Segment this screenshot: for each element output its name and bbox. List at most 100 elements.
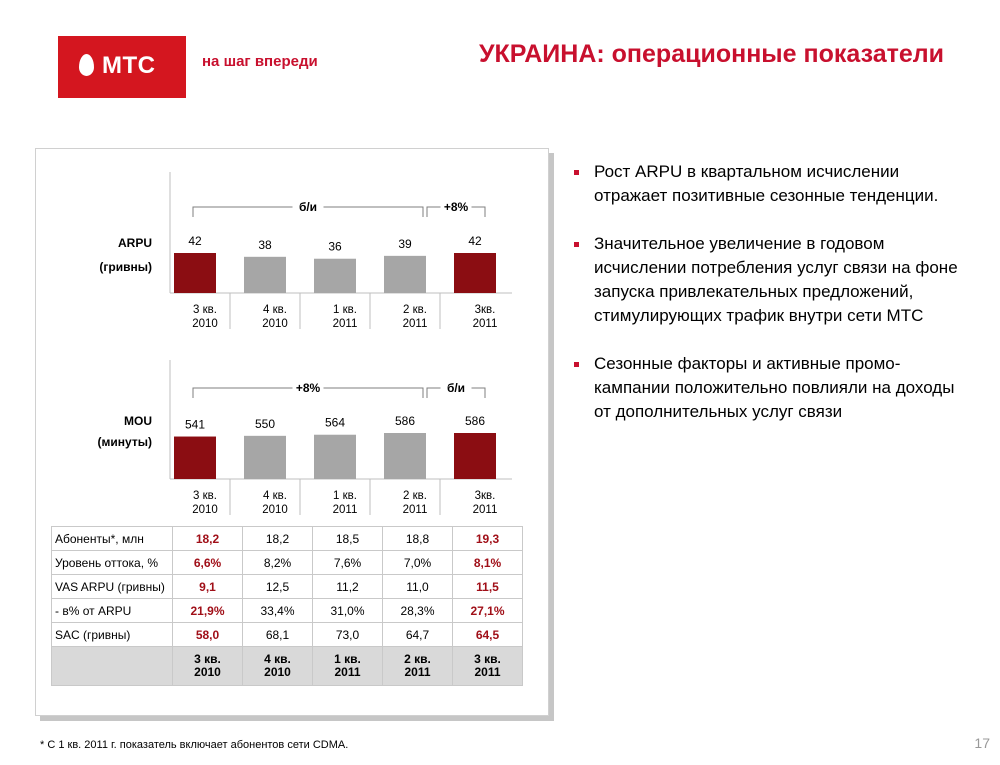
bullet-square-icon <box>574 242 579 247</box>
logo-brand-text: МТС <box>102 52 156 79</box>
table-cell: 73,0 <box>312 622 383 647</box>
table-cell: 18,5 <box>312 526 383 551</box>
table-cell: 9,1 <box>172 574 243 599</box>
tick-label: 1 кв. <box>333 304 357 316</box>
table-cell: 27,1% <box>452 598 523 623</box>
empty-corner-cell <box>51 646 173 686</box>
data-label: 586 <box>395 414 415 428</box>
growth-bracket <box>192 206 424 217</box>
chart-unit: (минуты) <box>98 435 152 449</box>
bullet-item: Значительное увеличение в годовом исчисл… <box>572 232 968 328</box>
chart-title: MOU <box>124 414 152 428</box>
table-cell: 58,0 <box>172 622 243 647</box>
tick-label: 4 кв. <box>263 490 287 502</box>
table-cell: 11,0 <box>382 574 453 599</box>
tick-label: 1 кв. <box>333 490 357 502</box>
row-label: Абоненты*, млн <box>51 526 173 551</box>
tick-label: 2010 <box>262 504 288 516</box>
table-cell: 64,5 <box>452 622 523 647</box>
metrics-table: Абоненты*, млн 18,2 18,2 18,5 18,8 19,3 Уровен… <box>51 526 523 686</box>
tick-label: 2011 <box>403 504 428 516</box>
table-cell: 7,6% <box>312 550 383 575</box>
row-label: VAS ARPU (гривны) <box>51 574 173 599</box>
tick-label: 3 кв. <box>193 490 217 502</box>
data-label: 42 <box>188 234 202 248</box>
bullet-square-icon <box>574 170 579 175</box>
period-quarter: 3 кв. <box>194 652 221 666</box>
tick-label: 3 кв. <box>193 304 217 316</box>
chart-bar <box>454 433 496 479</box>
page-title: УКРАИНА: операционные показатели <box>478 40 944 68</box>
chart-bar <box>244 435 286 479</box>
table-row: - в% от ARPU 21,9% 33,4% 31,0% 28,3% 27,1% <box>51 598 523 623</box>
bullet-text: Значительное увеличение в годовом исчисл… <box>594 234 958 325</box>
table-cell: 19,3 <box>452 526 523 551</box>
growth-annotation: б/и <box>447 381 465 395</box>
tick-label: 4 кв. <box>263 304 287 316</box>
tick-label: 2 кв. <box>403 490 427 502</box>
data-label: 42 <box>468 234 482 248</box>
table-cell: 6,6% <box>172 550 243 575</box>
page-number: 17 <box>974 735 990 751</box>
period-header-row: 3 кв. 2010 4 кв. 2010 1 кв. 2011 2 кв. 2011 3 кв… <box>51 646 523 686</box>
row-label: SAC (гривны) <box>51 622 173 647</box>
period-quarter: 1 кв. <box>334 652 361 666</box>
period-cell: 3 кв. 2011 <box>452 646 523 686</box>
period-year: 2011 <box>404 665 431 679</box>
growth-annotation: +8% <box>296 381 321 395</box>
table-row: Абоненты*, млн 18,2 18,2 18,5 18,8 19,3 <box>51 526 523 551</box>
chart-bar <box>244 256 286 293</box>
period-year: 2010 <box>194 665 221 679</box>
table-cell: 28,3% <box>382 598 453 623</box>
egg-icon <box>79 54 94 76</box>
tick-label: 2011 <box>473 504 498 516</box>
table-cell: 33,4% <box>242 598 313 623</box>
slogan: на шаг впереди <box>202 53 318 70</box>
growth-bracket <box>426 206 486 217</box>
chart-title: ARPU <box>118 236 152 250</box>
chart-bar <box>314 434 356 479</box>
data-label: 36 <box>328 240 342 254</box>
period-year: 2011 <box>474 665 501 679</box>
tick-label: 2011 <box>473 318 498 330</box>
growth-annotation: +8% <box>444 200 469 214</box>
data-label: 564 <box>325 416 345 430</box>
table-cell: 21,9% <box>172 598 243 623</box>
table-cell: 11,2 <box>312 574 383 599</box>
table-cell: 68,1 <box>242 622 313 647</box>
chart-unit: (гривны) <box>99 260 152 274</box>
tick-label: 2011 <box>333 504 358 516</box>
table-cell: 18,2 <box>242 526 313 551</box>
table-cell: 8,2% <box>242 550 313 575</box>
table-row: VAS ARPU (гривны) 9,1 12,5 11,2 11,0 11,5 <box>51 574 523 599</box>
table-cell: 8,1% <box>452 550 523 575</box>
tick-label: 3кв. <box>475 490 496 502</box>
period-cell: 1 кв. 2011 <box>312 646 383 686</box>
tick-label: 2010 <box>192 318 218 330</box>
data-label: 39 <box>398 237 412 251</box>
period-quarter: 2 кв. <box>404 652 431 666</box>
chart-bar <box>384 255 426 293</box>
table-cell: 11,5 <box>452 574 523 599</box>
chart-bar <box>174 436 216 479</box>
period-year: 2010 <box>264 665 291 679</box>
table-cell: 12,5 <box>242 574 313 599</box>
bullet-text: Рост ARPU в квартальном исчислении отраж… <box>594 162 939 205</box>
chart-bar <box>314 258 356 293</box>
tick-label: 2010 <box>192 504 218 516</box>
bullet-item: Сезонные факторы и активные промо-кампан… <box>572 352 968 424</box>
bullet-text: Сезонные факторы и активные промо-кампан… <box>594 354 955 421</box>
table-cell: 18,8 <box>382 526 453 551</box>
tick-label: 2 кв. <box>403 304 427 316</box>
commentary-list: Рост ARPU в квартальном исчислении отраж… <box>572 160 968 448</box>
period-quarter: 3 кв. <box>474 652 501 666</box>
table-cell: 64,7 <box>382 622 453 647</box>
table-cell: 7,0% <box>382 550 453 575</box>
data-label: 586 <box>465 414 485 428</box>
chart-bar <box>174 253 216 293</box>
row-label: Уровень оттока, % <box>51 550 173 575</box>
period-cell: 3 кв. 2010 <box>172 646 243 686</box>
mts-logo: МТС <box>58 36 186 98</box>
tick-label: 2011 <box>333 318 358 330</box>
